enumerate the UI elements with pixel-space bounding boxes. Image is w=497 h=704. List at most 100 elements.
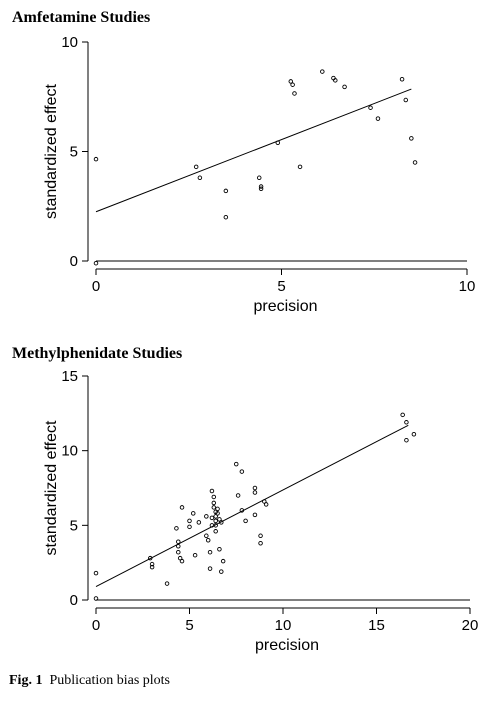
data-point: [176, 549, 181, 555]
data-point: [149, 564, 155, 570]
amfetamine-scatter-plot: 0 5 10 0 5 10 precision standardized effect: [43, 34, 476, 315]
data-point: [197, 175, 203, 181]
data-point: [209, 515, 215, 521]
y-tick-label: 0: [70, 253, 78, 270]
data-point: [93, 596, 99, 601]
data-point: [252, 485, 258, 491]
x-tick-label: 10: [275, 617, 292, 634]
x-tick-label: 10: [459, 278, 476, 295]
data-point: [176, 543, 181, 549]
fit-line: [95, 424, 409, 588]
data-point: [297, 164, 303, 170]
data-point: [258, 186, 264, 191]
x-axis-title: precision: [255, 637, 319, 654]
data-point: [223, 188, 229, 194]
data-point: [404, 437, 409, 443]
x-axis-title: precision: [253, 298, 317, 315]
data-point: [288, 79, 294, 84]
x-tick-label: 5: [277, 278, 285, 295]
data-point: [211, 494, 217, 500]
data-point: [196, 520, 202, 525]
y-axis-title: standardized effect: [43, 420, 60, 555]
data-point: [368, 105, 373, 110]
data-point: [211, 505, 217, 510]
x-tick-label: 5: [185, 617, 193, 634]
data-point: [147, 555, 153, 561]
data-point: [93, 156, 99, 162]
data-point: [320, 69, 325, 74]
data-point: [217, 546, 222, 552]
chart-title-amfetamine: Amfetamine Studies: [12, 9, 151, 26]
data-point: [409, 136, 414, 141]
x-tick-label: 15: [368, 617, 385, 634]
x-tick-label: 20: [462, 617, 479, 634]
figure-caption-text: Publication bias plots: [49, 673, 171, 688]
data-point: [93, 260, 99, 266]
data-point: [187, 518, 192, 524]
figure-label: Fig. 1: [9, 673, 43, 688]
data-point: [375, 116, 381, 121]
data-point: [252, 490, 258, 495]
data-point: [290, 82, 295, 87]
data-point: [190, 511, 196, 516]
data-point: [243, 518, 248, 524]
data-point: [258, 533, 263, 539]
data-point: [235, 493, 241, 498]
data-point: [275, 140, 281, 145]
data-point: [256, 175, 262, 181]
data-point: [215, 506, 220, 512]
data-point: [220, 558, 226, 564]
y-tick-label: 15: [61, 368, 78, 385]
y-axis-title: standardized effect: [43, 83, 60, 218]
data-point: [193, 164, 199, 170]
y-tick-label: 10: [61, 443, 78, 460]
data-point: [219, 520, 224, 525]
y-tick-label: 5: [70, 517, 78, 534]
data-point: [213, 523, 218, 528]
data-point: [207, 566, 213, 571]
data-point: [204, 533, 209, 539]
data-point: [149, 561, 155, 567]
data-point: [404, 420, 409, 425]
data-point: [207, 549, 213, 555]
fit-line: [95, 88, 412, 213]
data-point: [223, 214, 229, 220]
data-point: [164, 581, 170, 586]
data-point: [258, 541, 263, 546]
data-point: [205, 538, 211, 543]
data-point: [403, 97, 409, 103]
data-point: [333, 78, 338, 83]
methylphenidate-scatter-plot: 0 5 10 15 0 5 10 15 20 precision standardized effe…: [43, 368, 479, 654]
data-point: [215, 511, 220, 516]
figure-caption: Fig. 1 Publication bias plots: [9, 673, 170, 689]
data-point: [400, 412, 405, 418]
data-point: [292, 91, 297, 96]
x-tick-label: 0: [92, 617, 100, 634]
data-point: [192, 552, 198, 558]
data-point: [179, 558, 185, 564]
data-point: [204, 514, 209, 519]
data-point: [187, 524, 192, 530]
data-point: [342, 84, 347, 90]
x-tick-label: 0: [92, 278, 100, 295]
data-point: [239, 469, 245, 474]
data-point: [258, 184, 264, 189]
data-point: [174, 526, 179, 531]
y-tick-label: 5: [70, 144, 78, 161]
y-tick-label: 0: [70, 592, 78, 609]
data-point: [93, 570, 99, 576]
data-point: [209, 488, 215, 494]
data-point: [411, 431, 417, 437]
data-point: [239, 508, 245, 513]
data-point: [399, 76, 405, 82]
data-point: [211, 500, 217, 506]
data-point: [213, 529, 218, 534]
data-point: [213, 518, 218, 524]
data-point: [176, 539, 181, 545]
y-tick-label: 10: [61, 34, 78, 51]
data-point: [179, 505, 185, 510]
chart-title-methylphenidate: Methylphenidate Studies: [12, 345, 183, 362]
data-point: [263, 502, 269, 507]
data-point: [233, 461, 239, 467]
data-point: [252, 512, 258, 518]
